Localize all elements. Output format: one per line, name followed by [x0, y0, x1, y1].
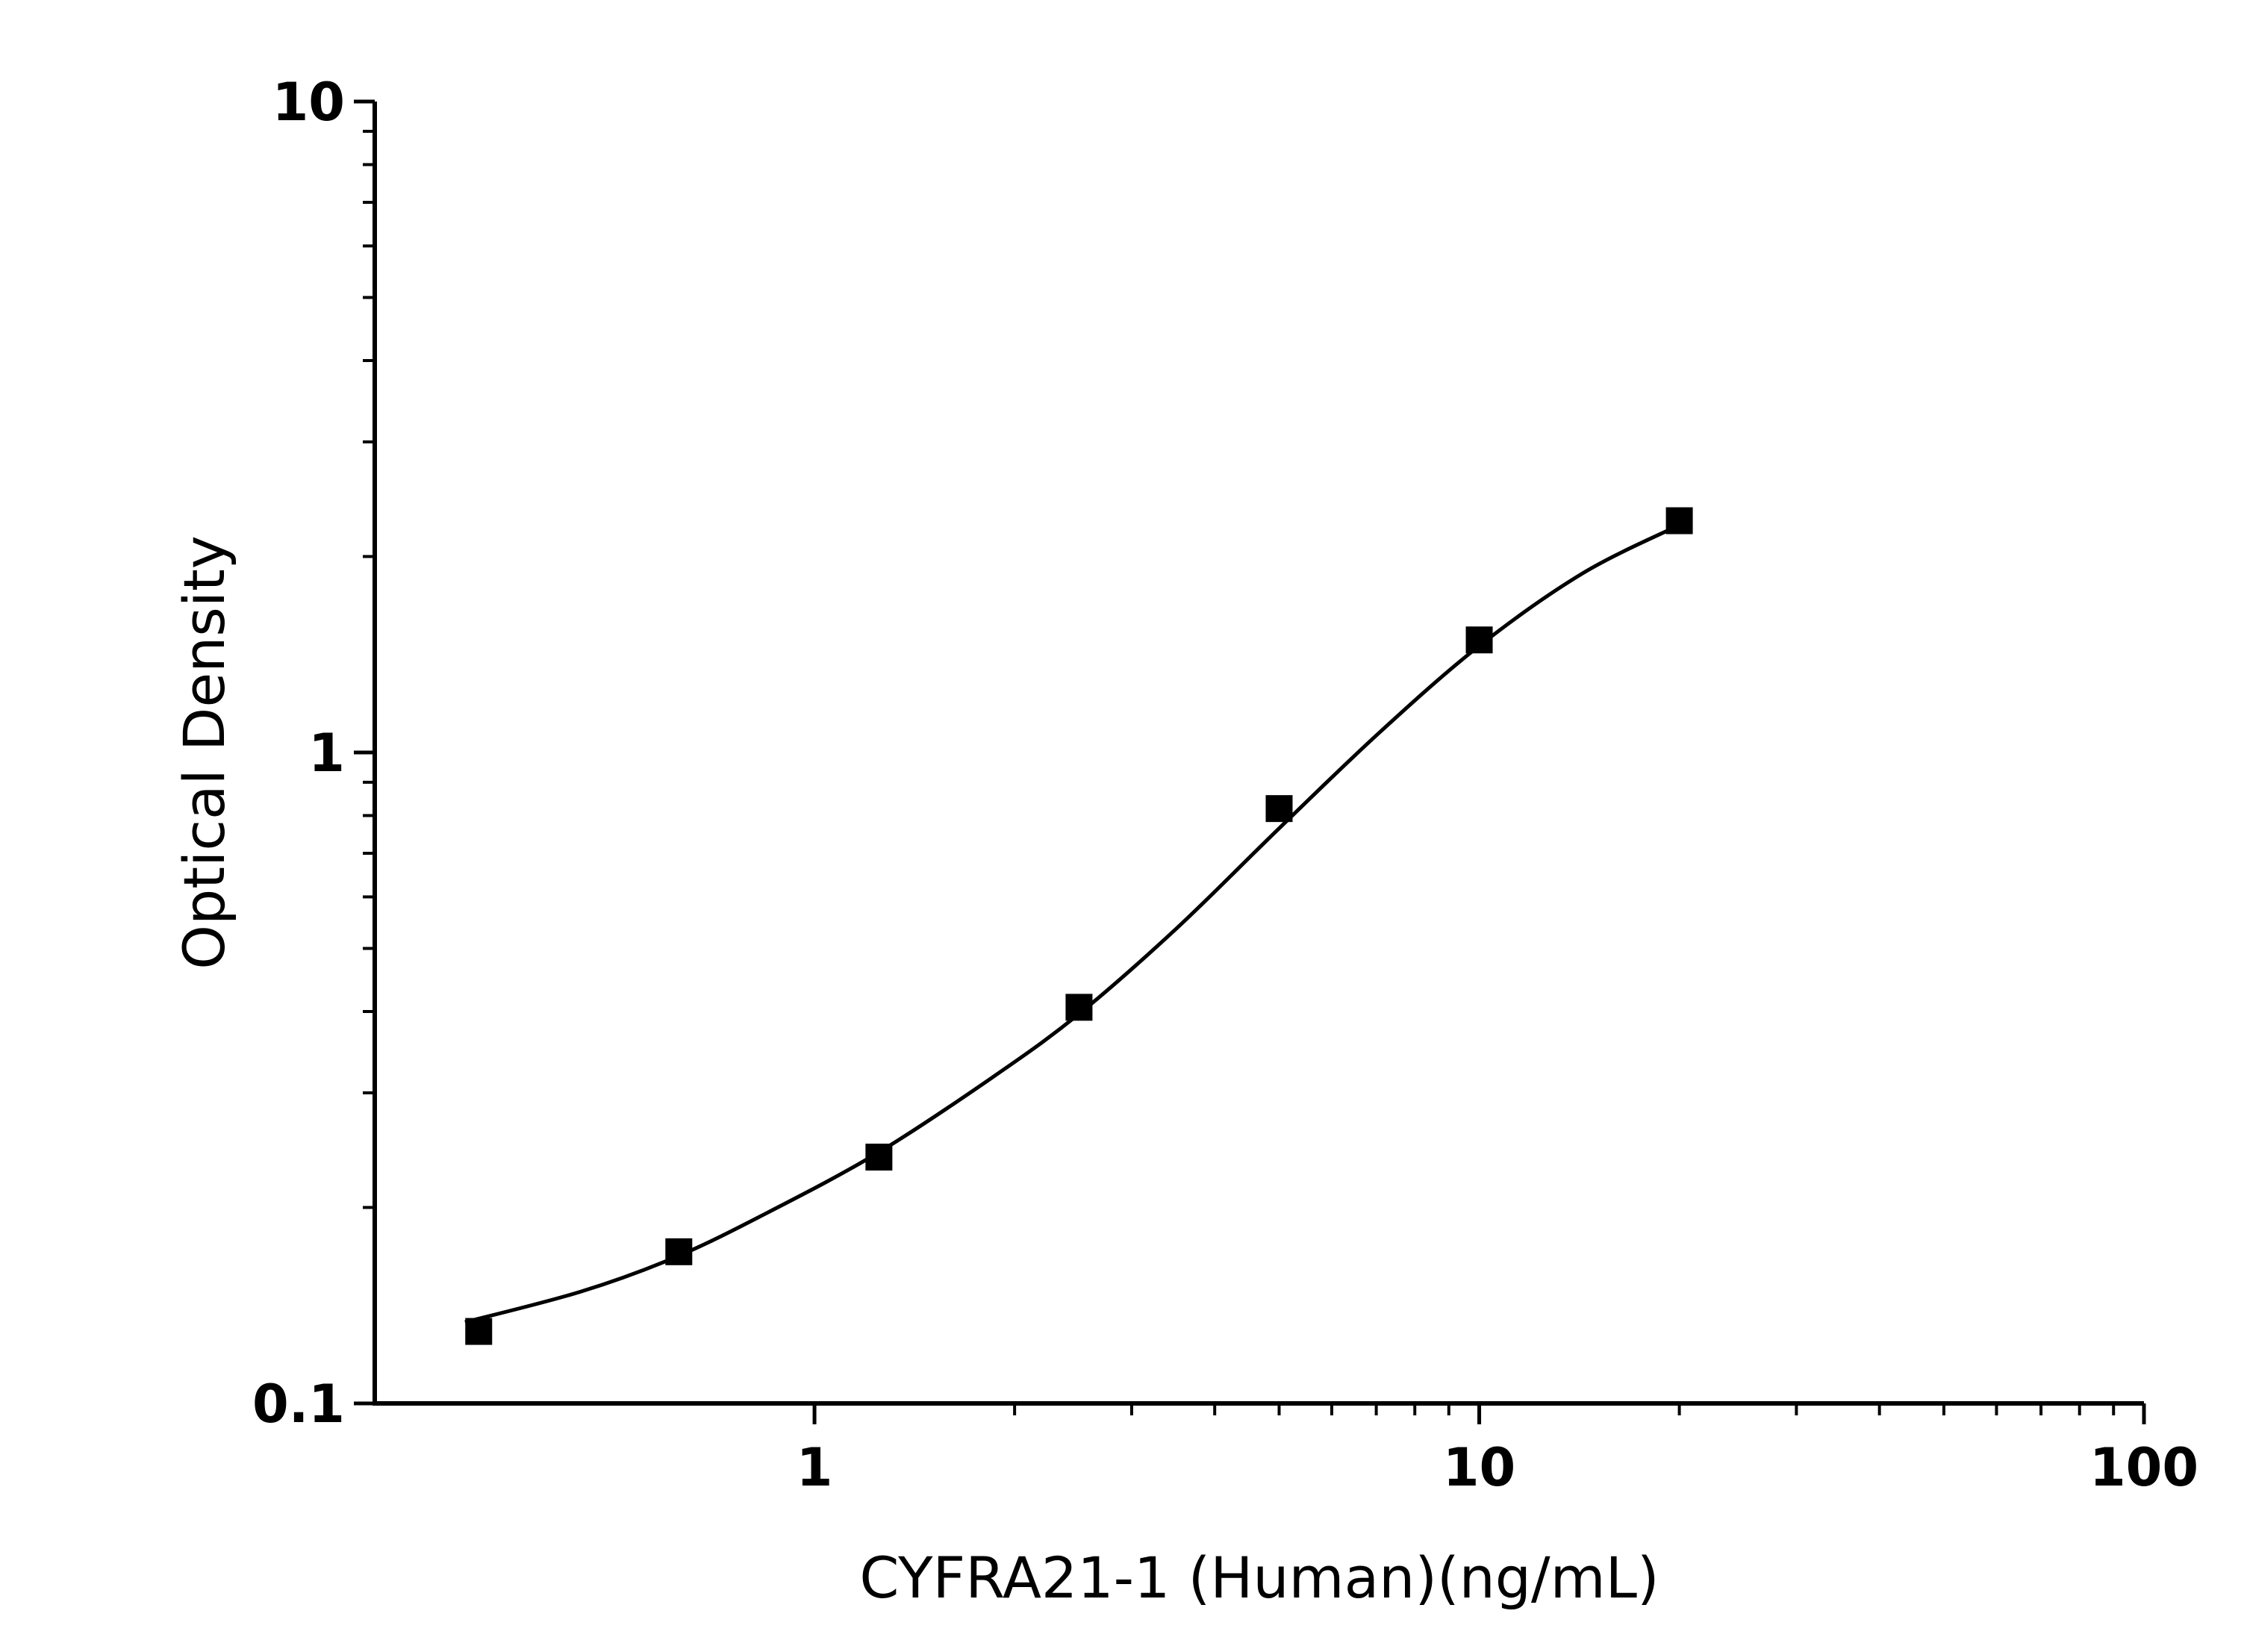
y-tick-label: 10: [272, 72, 345, 133]
data-point: [665, 1238, 693, 1265]
data-point: [865, 1144, 893, 1171]
data-point: [1065, 994, 1093, 1021]
x-tick-label: 10: [1443, 1437, 1515, 1498]
x-tick-label: 100: [2089, 1437, 2198, 1498]
data-point: [1465, 626, 1493, 654]
y-tick-label: 1: [308, 723, 345, 784]
x-axis-label: CYFRA21-1 (Human)(ng/mL): [859, 1545, 1659, 1611]
x-tick-label: 1: [797, 1437, 833, 1498]
data-point: [465, 1318, 493, 1345]
data-point: [1265, 795, 1293, 823]
y-axis-label: Optical Density: [171, 535, 237, 970]
data-point: [1665, 507, 1693, 534]
fit-curve: [464, 524, 1679, 1324]
y-tick-label: 0.1: [252, 1374, 345, 1435]
